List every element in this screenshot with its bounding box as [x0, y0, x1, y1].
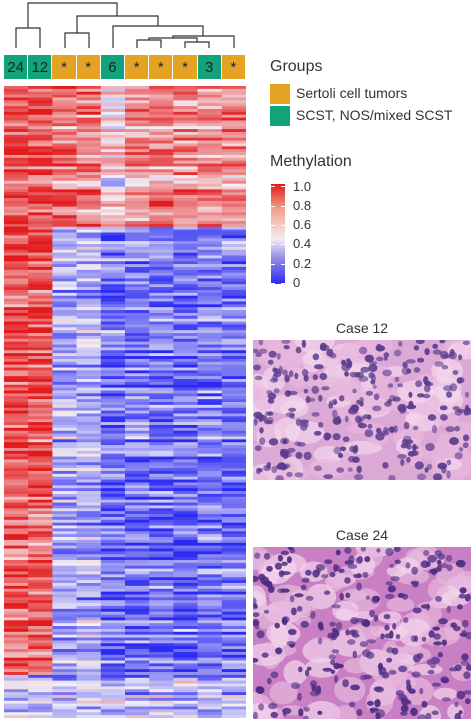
colorbar-tick: [271, 283, 275, 284]
methylation-colorbar: [271, 184, 285, 284]
group-annotation-bar: 24 12 * * 6 * * * 3 *: [4, 55, 247, 79]
methylation-legend-title: Methylation: [270, 153, 352, 170]
group-cell: *: [52, 55, 77, 79]
colorbar-tick: [281, 225, 285, 226]
groups-legend-title: Groups: [270, 58, 323, 75]
colorbar-tick-label: 0.4: [293, 236, 312, 251]
colorbar-tick: [281, 283, 285, 284]
colorbar-tick: [281, 206, 285, 207]
colorbar-tick-label: 0.8: [293, 198, 312, 213]
column-dendrogram: [15, 2, 235, 48]
colorbar-tick: [281, 244, 285, 245]
column-label: 12: [31, 58, 49, 76]
colorbar-tick: [271, 206, 275, 207]
column-label: *: [133, 58, 140, 76]
sertoli-swatch: [270, 84, 290, 104]
colorbar-tick: [281, 264, 285, 265]
colorbar-tick-label: 0: [293, 275, 301, 290]
column-label: *: [157, 58, 164, 76]
group-cell: 6: [100, 55, 126, 79]
column-label: 3: [205, 58, 214, 76]
scst-legend-label: SCST, NOS/mixed SCST: [296, 107, 453, 123]
column-label: 24: [7, 58, 24, 76]
group-cell: 3: [197, 55, 222, 79]
methylation-heatmap: [4, 86, 246, 718]
group-cell: 24: [4, 55, 29, 79]
column-label: *: [230, 58, 237, 76]
colorbar-tick-label: 0.6: [293, 217, 312, 232]
case-24-title: Case 24: [335, 527, 389, 543]
column-label: *: [182, 58, 188, 76]
colorbar-tick-label: 1.0: [293, 179, 312, 194]
sertoli-legend-label: Sertoli cell tumors: [296, 85, 408, 101]
colorbar-tick: [281, 186, 285, 187]
column-label: 6: [108, 58, 117, 76]
column-label: *: [61, 58, 67, 76]
group-cell: *: [76, 55, 101, 79]
column-label: *: [85, 58, 92, 76]
case-12-title: Case 12: [335, 320, 389, 336]
group-cell: *: [221, 55, 247, 79]
group-cell: *: [173, 55, 198, 79]
scst-swatch: [270, 106, 290, 126]
case-12-histology-image: [253, 340, 471, 480]
colorbar-tick: [271, 225, 275, 226]
colorbar-tick: [271, 244, 275, 245]
group-cell: 12: [28, 55, 53, 79]
group-cell: *: [125, 55, 150, 79]
case-24-histology-image: [253, 547, 471, 719]
colorbar-tick-label: 0.2: [293, 256, 312, 271]
group-cell: *: [149, 55, 174, 79]
colorbar-tick: [271, 264, 275, 265]
colorbar-tick: [271, 186, 275, 187]
